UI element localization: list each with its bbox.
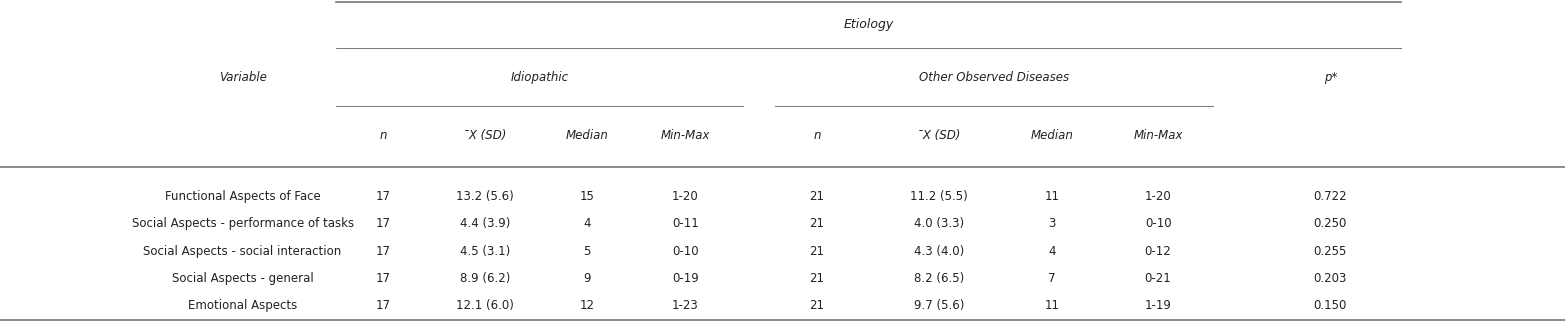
Text: 17: 17 (376, 217, 391, 230)
Text: 11: 11 (1044, 299, 1060, 312)
Text: 0.722: 0.722 (1313, 190, 1347, 203)
Text: 17: 17 (376, 299, 391, 312)
Text: 4.3 (4.0): 4.3 (4.0) (914, 245, 964, 258)
Text: p*: p* (1324, 71, 1337, 84)
Text: 21: 21 (809, 190, 825, 203)
Text: 0.250: 0.250 (1313, 217, 1347, 230)
Text: 4.0 (3.3): 4.0 (3.3) (914, 217, 964, 230)
Text: 0-10: 0-10 (671, 245, 700, 258)
Text: Social Aspects - performance of tasks: Social Aspects - performance of tasks (131, 217, 354, 230)
Text: Min-Max: Min-Max (1133, 129, 1183, 142)
Text: n: n (380, 129, 387, 142)
Text: 1-19: 1-19 (1144, 299, 1172, 312)
Text: Min-Max: Min-Max (660, 129, 711, 142)
Text: Median: Median (1030, 129, 1074, 142)
Text: ¯X (SD): ¯X (SD) (917, 129, 961, 142)
Text: 21: 21 (809, 245, 825, 258)
Text: 11: 11 (1044, 190, 1060, 203)
Text: 0-19: 0-19 (671, 272, 700, 285)
Text: 0-10: 0-10 (1144, 217, 1172, 230)
Text: 0-21: 0-21 (1144, 272, 1172, 285)
Text: 0.203: 0.203 (1313, 272, 1347, 285)
Text: Variable: Variable (219, 71, 266, 84)
Text: 0-12: 0-12 (1144, 245, 1172, 258)
Text: 17: 17 (376, 245, 391, 258)
Text: 0.150: 0.150 (1313, 299, 1347, 312)
Text: 3: 3 (1049, 217, 1055, 230)
Text: Social Aspects - social interaction: Social Aspects - social interaction (144, 245, 341, 258)
Text: 21: 21 (809, 272, 825, 285)
Text: Functional Aspects of Face: Functional Aspects of Face (164, 190, 321, 203)
Text: Median: Median (565, 129, 609, 142)
Text: 0.255: 0.255 (1313, 245, 1347, 258)
Text: Etiology: Etiology (844, 18, 894, 31)
Text: 17: 17 (376, 190, 391, 203)
Text: 12: 12 (579, 299, 595, 312)
Text: 5: 5 (584, 245, 590, 258)
Text: 21: 21 (809, 299, 825, 312)
Text: 15: 15 (579, 190, 595, 203)
Text: 4: 4 (584, 217, 590, 230)
Text: 17: 17 (376, 272, 391, 285)
Text: ¯X (SD): ¯X (SD) (463, 129, 507, 142)
Text: 8.9 (6.2): 8.9 (6.2) (460, 272, 510, 285)
Text: 11.2 (5.5): 11.2 (5.5) (911, 190, 967, 203)
Text: 4.5 (3.1): 4.5 (3.1) (460, 245, 510, 258)
Text: Idiopathic: Idiopathic (510, 71, 570, 84)
Text: 4.4 (3.9): 4.4 (3.9) (460, 217, 510, 230)
Text: 13.2 (5.6): 13.2 (5.6) (457, 190, 513, 203)
Text: 7: 7 (1049, 272, 1055, 285)
Text: Emotional Aspects: Emotional Aspects (188, 299, 297, 312)
Text: Social Aspects - general: Social Aspects - general (172, 272, 313, 285)
Text: 4: 4 (1049, 245, 1055, 258)
Text: 9: 9 (584, 272, 590, 285)
Text: 8.2 (6.5): 8.2 (6.5) (914, 272, 964, 285)
Text: 1-20: 1-20 (671, 190, 700, 203)
Text: 12.1 (6.0): 12.1 (6.0) (457, 299, 513, 312)
Text: 21: 21 (809, 217, 825, 230)
Text: 1-20: 1-20 (1144, 190, 1172, 203)
Text: Other Observed Diseases: Other Observed Diseases (919, 71, 1069, 84)
Text: 9.7 (5.6): 9.7 (5.6) (914, 299, 964, 312)
Text: n: n (814, 129, 820, 142)
Text: 1-23: 1-23 (671, 299, 700, 312)
Text: 0-11: 0-11 (671, 217, 700, 230)
